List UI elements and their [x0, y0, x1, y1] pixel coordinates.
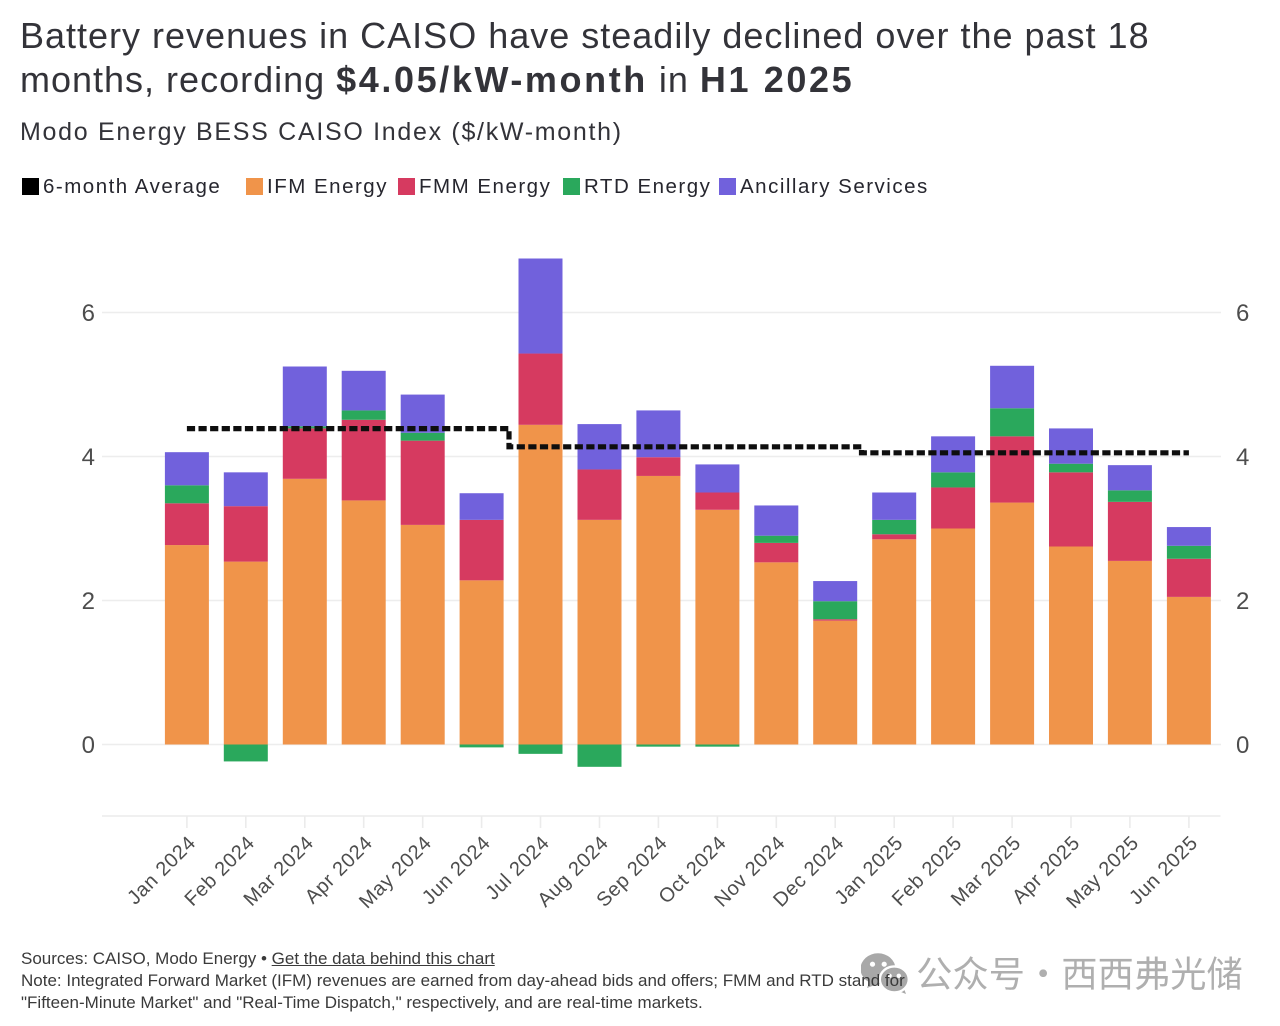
svg-text:4: 4	[1236, 444, 1249, 471]
svg-text:2: 2	[82, 588, 95, 615]
svg-text:0: 0	[82, 732, 95, 759]
svg-text:6: 6	[1236, 300, 1249, 327]
svg-text:2: 2	[1236, 588, 1249, 615]
svg-text:4: 4	[82, 444, 95, 471]
svg-text:0: 0	[1236, 732, 1249, 759]
svg-text:6: 6	[82, 300, 95, 327]
